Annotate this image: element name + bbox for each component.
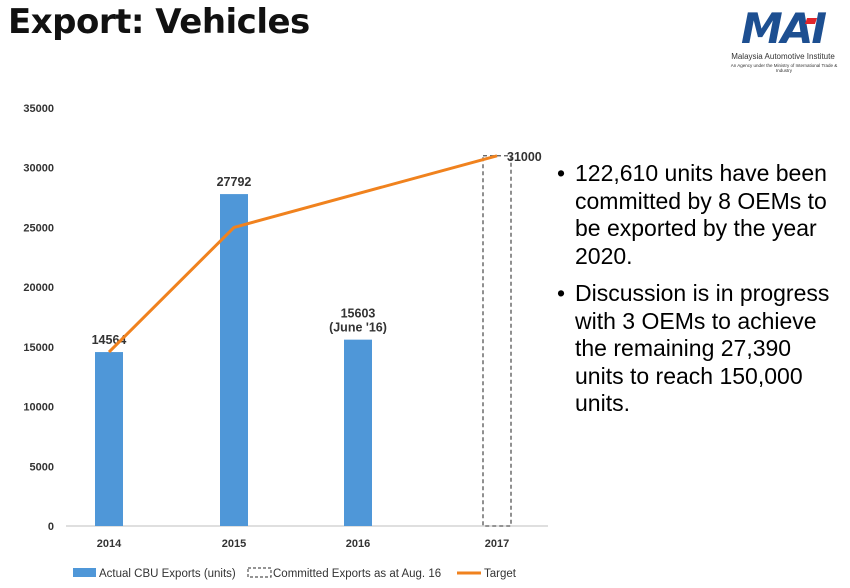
bar-data-label: 27792 <box>217 175 252 189</box>
bar-actual-exports <box>220 194 248 526</box>
y-tick-label: 0 <box>48 521 54 533</box>
bullet-list: • 122,610 units have been committed by 8 … <box>555 160 840 428</box>
y-tick-label: 30000 <box>23 163 54 175</box>
bar-committed-exports <box>482 155 512 527</box>
export-chart: 0 5000 10000 15000 20000 25000 30000 35000 2014 2… <box>23 103 548 580</box>
slide-title: Export: Vehicles <box>8 2 310 42</box>
legend-label-target: Target <box>484 568 517 580</box>
bullet-item: • Discussion is in progress with 3 OEMs t… <box>555 280 840 418</box>
bullet-text: 122,610 units have been committed by 8 O… <box>575 160 827 269</box>
legend-swatch-actual <box>73 568 96 577</box>
legend-swatch-committed <box>247 567 272 578</box>
legend-label-actual: Actual CBU Exports (units) <box>99 568 236 580</box>
y-tick-label: 35000 <box>23 103 54 115</box>
committed-data-label: 31000 <box>507 150 542 164</box>
bar-data-label: (June '16) <box>329 321 387 335</box>
x-tick-label: 2016 <box>346 538 370 550</box>
y-tick-label: 25000 <box>23 222 54 234</box>
y-tick-label: 5000 <box>30 461 54 473</box>
bullet-dot: • <box>557 160 566 186</box>
legend-label-committed: Committed Exports as at Aug. 16 <box>273 568 441 580</box>
x-tick-label: 2015 <box>222 538 246 550</box>
target-line <box>107 154 498 354</box>
bullet-item: • 122,610 units have been committed by 8 … <box>555 160 840 270</box>
x-tick-label: 2017 <box>485 538 509 550</box>
mai-logo: MAI Malaysia Automotive Institute An Age… <box>722 4 844 78</box>
y-tick-label: 15000 <box>23 342 54 354</box>
bar-actual-exports <box>344 339 372 526</box>
y-tick-label: 20000 <box>23 282 54 294</box>
x-tick-label: 2014 <box>97 538 122 550</box>
logo-brand: MAI <box>741 4 827 53</box>
bullet-dot: • <box>557 280 566 306</box>
bar-data-label: 15603 <box>341 307 376 321</box>
logo-name: Malaysia Automotive Institute <box>731 52 835 61</box>
bar-actual-exports <box>95 352 123 526</box>
bullet-text: Discussion is in progress with 3 OEMs to… <box>575 280 830 416</box>
y-tick-label: 10000 <box>23 402 54 414</box>
logo-subtitle: An Agency under the Ministry of Internat… <box>730 63 838 73</box>
